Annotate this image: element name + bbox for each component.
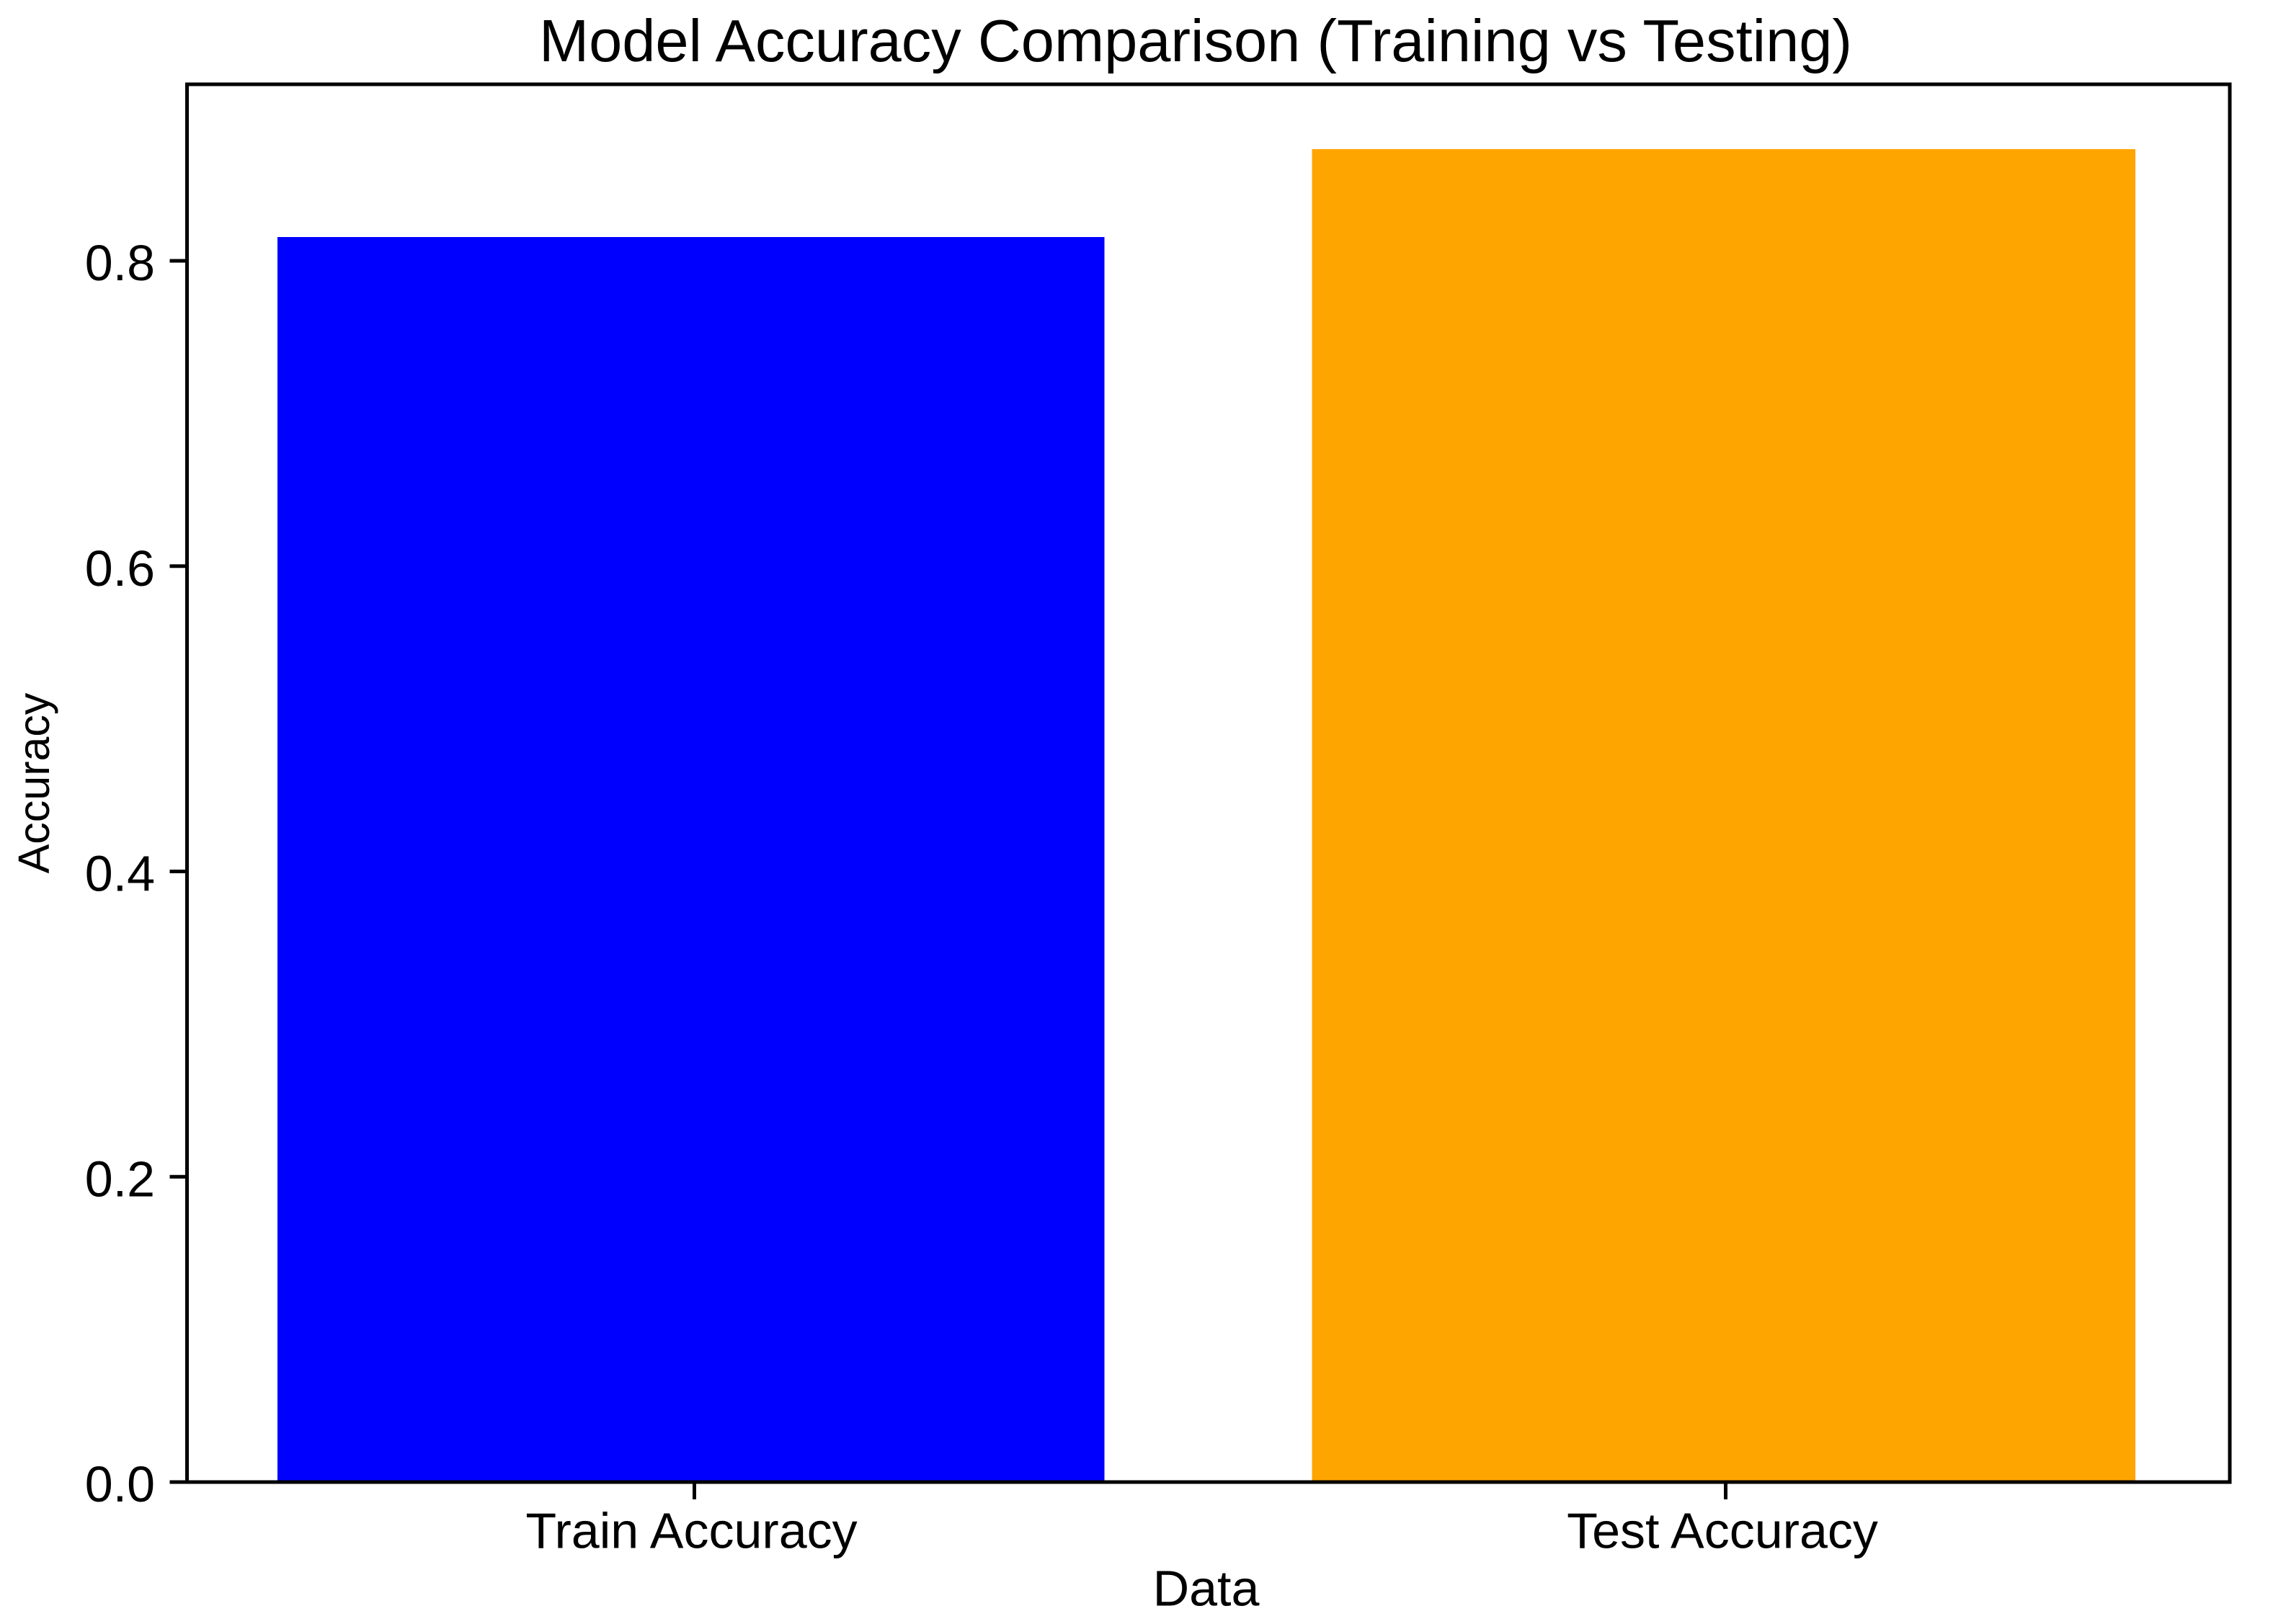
svg-text:Test Accuracy: Test Accuracy [1567,1503,1878,1559]
svg-text:Model Accuracy Comparison (Tra: Model Accuracy Comparison (Training vs T… [539,7,1852,74]
svg-text:0.4: 0.4 [85,846,155,902]
svg-text:0.8: 0.8 [85,235,155,291]
svg-text:Data: Data [1153,1561,1260,1617]
svg-text:0.2: 0.2 [85,1151,155,1207]
svg-text:Accuracy: Accuracy [9,692,58,873]
svg-text:0.0: 0.0 [85,1456,155,1512]
svg-text:0.6: 0.6 [85,540,155,597]
svg-text:Train Accuracy: Train Accuracy [525,1503,857,1559]
